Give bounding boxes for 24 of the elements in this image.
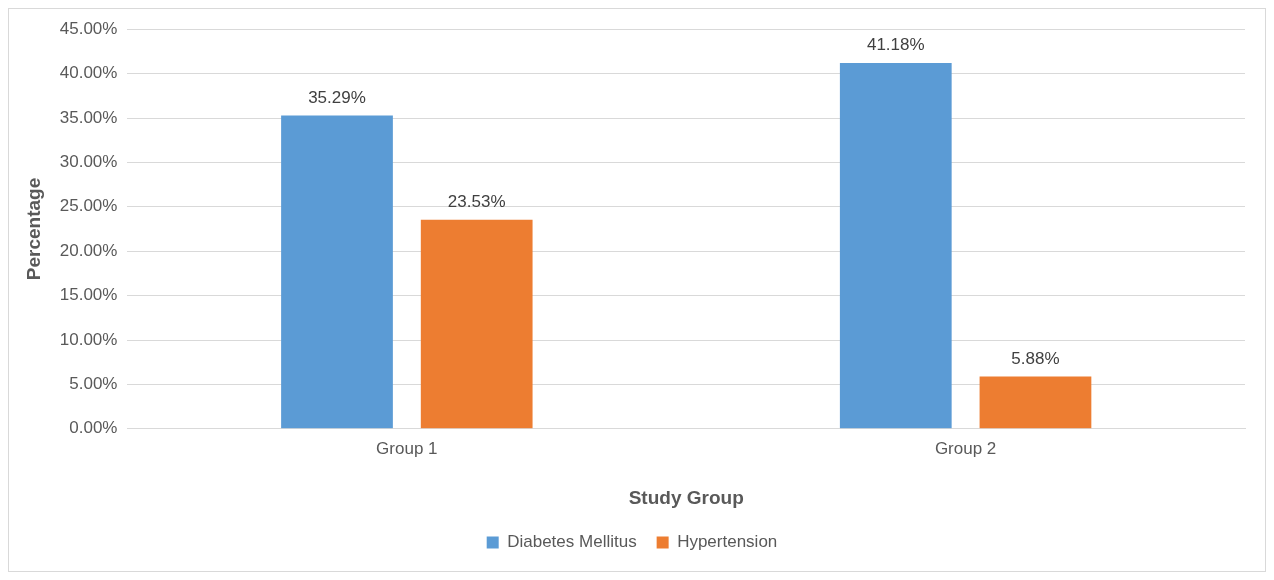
y-tick-label: 0.00% — [69, 418, 118, 438]
x-tick-label: Group 1 — [376, 438, 438, 458]
y-tick-label: 10.00% — [59, 329, 118, 349]
bar — [281, 115, 393, 429]
y-tick-label: 40.00% — [59, 63, 118, 83]
data-label: 23.53% — [447, 192, 506, 212]
data-label: 5.88% — [1011, 348, 1060, 368]
y-tick-label: 25.00% — [59, 196, 118, 216]
y-tick-label: 35.00% — [59, 107, 118, 127]
x-axis-title: Study Group — [628, 486, 744, 508]
y-axis-title: Percentage — [22, 177, 44, 281]
bar — [420, 219, 533, 429]
y-tick-label: 20.00% — [59, 240, 118, 260]
bar — [979, 376, 1092, 429]
y-tick-label: 5.00% — [69, 374, 118, 394]
y-tick-label: 45.00% — [59, 18, 118, 38]
x-tick-label: Group 2 — [934, 438, 997, 458]
data-label: 41.18% — [866, 35, 925, 55]
legend-label: Diabetes Mellitus — [507, 532, 637, 552]
data-label: 35.29% — [308, 87, 366, 107]
y-tick-label: 30.00% — [59, 152, 118, 172]
y-tick-label: 15.00% — [59, 285, 118, 305]
legend-label: Hypertension — [677, 532, 778, 552]
bar — [839, 63, 952, 429]
